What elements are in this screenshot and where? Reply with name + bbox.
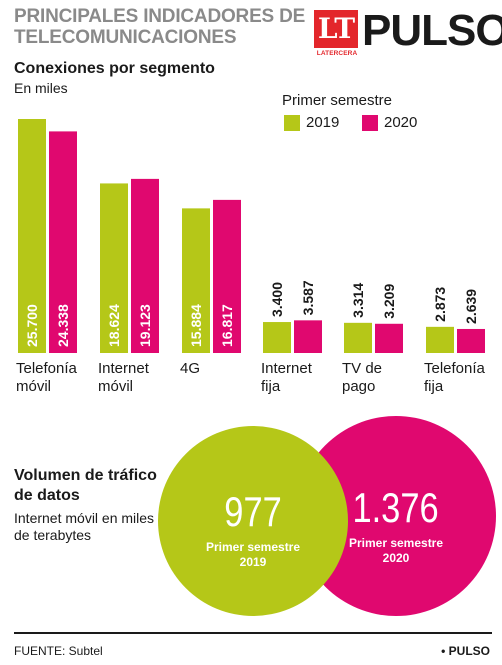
category-label-3: Internet fija (261, 360, 312, 396)
category-label-line: 4G (180, 360, 201, 377)
bubble-caption-2019-line1: Primer semestre (205, 540, 301, 554)
category-label-line: Internet (261, 360, 312, 377)
category-label-2: 4G (180, 360, 200, 378)
bar-label-2019-4: 3.314 (350, 283, 366, 318)
bar-label-2019-2: 15.884 (188, 304, 204, 347)
bar-2019-2 (182, 208, 210, 353)
bubble-caption-2019: Primer semestre 2019 (206, 540, 300, 570)
category-label-line: pago (342, 378, 376, 395)
bubble-2019: 977 Primer semestre 2019 (158, 426, 348, 616)
page-title: PRINCIPALES INDICADORES DE TELECOMUNICAC… (14, 6, 306, 48)
bubble-caption-2020: Primer semestre 2020 (349, 536, 443, 566)
bar-2020-0 (49, 131, 77, 353)
category-label-line: móvil (16, 378, 52, 395)
category-label-line: TV de (342, 360, 383, 377)
bubble-chart-subtitle: Internet móvil en miles de terabytes (14, 510, 155, 543)
bar-2019-3 (263, 322, 291, 353)
category-label-line: Telefonía (16, 360, 77, 377)
footer-rule (14, 632, 492, 634)
bar-2020-4 (375, 323, 403, 353)
bar-label-2020-1: 19.123 (137, 304, 153, 347)
legend-label-2020: 2020 (384, 114, 418, 131)
category-label-line: fija (424, 378, 444, 395)
bar-label-2020-0: 24.338 (55, 304, 71, 347)
bar-label-2019-1: 18.624 (106, 304, 122, 347)
credit: • PULSO (441, 644, 490, 658)
category-label-line: fija (261, 378, 281, 395)
bar-2020-5 (457, 328, 485, 353)
bar-2020-2 (213, 199, 241, 353)
bubble-value-2020: 1.376 (352, 484, 440, 531)
bar-label-2019-0: 25.700 (24, 304, 40, 347)
bar-2019-4 (344, 322, 372, 353)
bar-chart-subtitle: En miles (14, 80, 68, 96)
bar-label-2020-2: 16.817 (219, 304, 235, 347)
latercera-logo-sub: LATERCERA (316, 50, 358, 57)
bar-2020-3 (294, 320, 322, 353)
legend-title: Primer semestre (282, 92, 393, 109)
latercera-logo: LT (314, 10, 358, 48)
category-label-5: Telefonía fija (424, 360, 485, 396)
category-label-line: Telefonía (424, 360, 485, 377)
bubble-caption-2020-line2: 2020 (382, 551, 410, 565)
bubble-chart-title: Volumen de tráfico de datos (14, 467, 157, 504)
category-label-line: Internet (98, 360, 149, 377)
legend-swatch-2019 (284, 114, 300, 131)
pulso-logo: PULSO (362, 6, 502, 55)
category-label-line: móvil (98, 378, 134, 395)
bar-chart: 25.700 24.338 18.624 19.123 15.884 16.817 3.40… (18, 119, 485, 353)
legend-item-2019: 2019 (284, 114, 339, 131)
category-label-4: TV de pago (342, 360, 382, 396)
bar-label-2020-3: 3.587 (300, 280, 316, 315)
bubble-value-2019: 977 (224, 488, 282, 535)
category-label-0: Telefonía móvil (16, 360, 77, 396)
bar-2019-1 (100, 183, 128, 353)
legend-swatch-2020 (362, 114, 378, 131)
bar-2020-1 (131, 178, 159, 353)
bar-2019-5 (426, 326, 454, 353)
bar-label-2019-5: 2.873 (432, 287, 448, 322)
bar-label-2019-3: 3.400 (269, 282, 285, 317)
source-note: FUENTE: Subtel (14, 644, 103, 658)
bar-2019-0 (18, 119, 46, 353)
legend-label-2019: 2019 (306, 114, 340, 131)
bar-label-2020-4: 3.209 (381, 284, 397, 319)
bar-label-2020-5: 2.639 (463, 289, 479, 324)
legend-item-2020: 2020 (362, 114, 417, 131)
category-label-1: Internet móvil (98, 360, 149, 396)
bubble-caption-2019-line2: 2019 (239, 555, 267, 569)
bar-chart-title: Conexiones por segmento (14, 60, 215, 77)
bubble-caption-2020-line1: Primer semestre (348, 536, 444, 550)
